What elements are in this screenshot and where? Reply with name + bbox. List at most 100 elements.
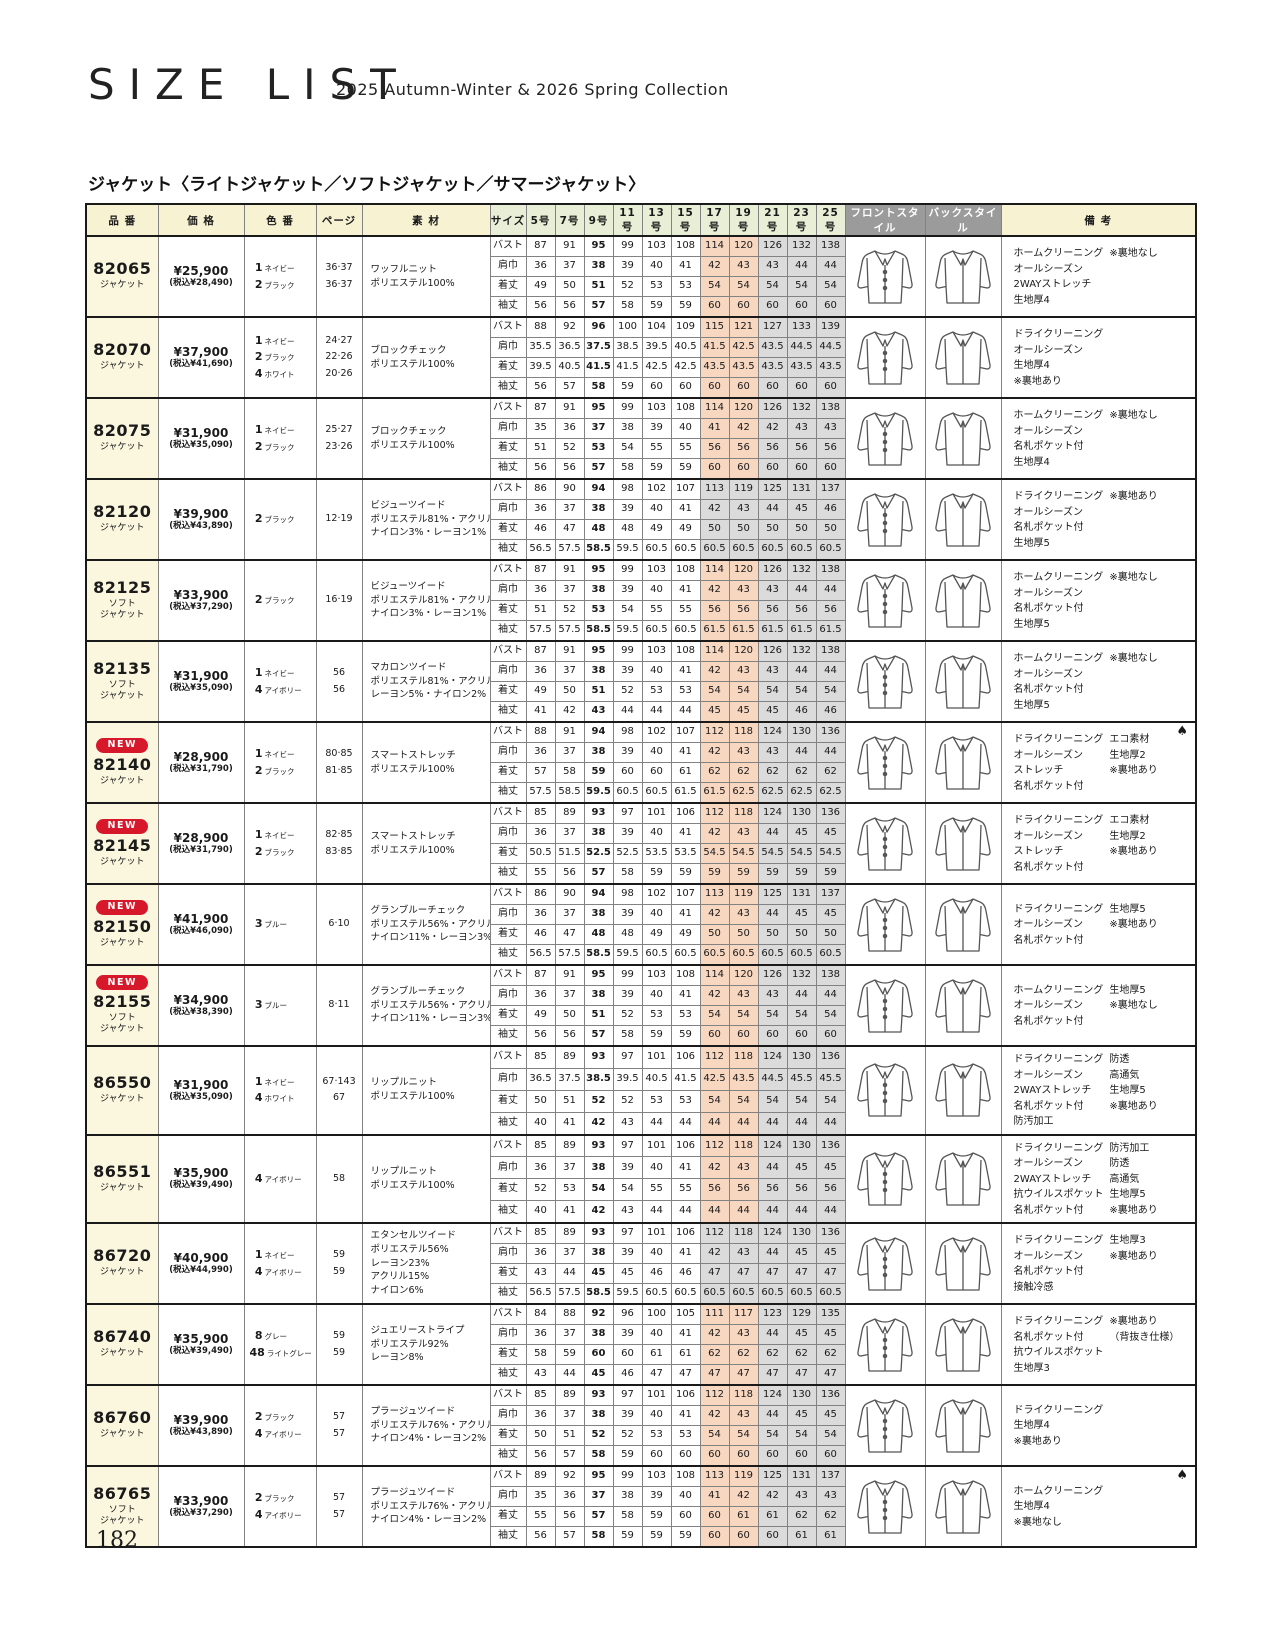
size-value: 46 xyxy=(612,1364,643,1386)
size-value: 52 xyxy=(612,1089,643,1113)
size-value: 89 xyxy=(554,1044,585,1069)
color-entry: 4 ホワイト xyxy=(245,366,315,383)
color-entry: 2 ブラック xyxy=(245,277,315,294)
product-type: ソフト ジャケット xyxy=(87,599,157,622)
size-value: 48 xyxy=(612,924,643,945)
size-value: 57 xyxy=(583,296,614,318)
jacket-back-illustration xyxy=(926,892,1000,958)
size-value: 88 xyxy=(554,1303,585,1325)
size-value: 54 xyxy=(728,276,759,297)
col-header-size: サイズ xyxy=(489,203,527,237)
size-value: 38 xyxy=(583,1405,614,1426)
size-value: 62.5 xyxy=(728,782,759,804)
material-line: ポリエステル81%・アクリル12% xyxy=(370,675,490,687)
size-value: 40 xyxy=(641,742,672,763)
size-value: 59 xyxy=(641,458,672,480)
size-value: 39.5 xyxy=(612,1067,643,1091)
price-cell-82125: ¥33,900 (税込¥37,290) xyxy=(157,559,245,642)
product-type-line: ジャケット xyxy=(99,609,145,620)
page-ref: 83·85 xyxy=(325,845,353,857)
size-value: 132 xyxy=(786,397,817,419)
size-value: 137 xyxy=(815,478,846,500)
page-ref: 67 xyxy=(332,1092,346,1104)
remarks-right-column: 防汚加工 防透 高通気 生地厚5 ※裏地あり xyxy=(1109,1141,1191,1219)
product-row-86720-1: 肩巾 36 37 38 39 40 41 42 43 44 45 45 xyxy=(86,1243,1196,1264)
remark-line: オールシーズン xyxy=(1013,1069,1084,1081)
size-value: 86 xyxy=(525,478,556,500)
remark-line: ※裏地あり xyxy=(1109,919,1158,931)
size-value: 46 xyxy=(641,1263,672,1284)
price-tax: (税込¥37,290) xyxy=(169,601,233,612)
size-value: 99 xyxy=(612,1465,643,1487)
product-row-82155-1: 肩巾 36 37 38 39 40 41 42 43 43 44 44 xyxy=(86,985,1196,1006)
product-code: 82075 xyxy=(93,421,152,441)
col-header-size-13号: 13号 xyxy=(641,203,672,237)
remark-line: 名札ポケット付 xyxy=(1013,684,1084,695)
size-value: 43 xyxy=(757,256,788,277)
material-line: ポリエステル56% xyxy=(370,1243,449,1255)
size-value: 42 xyxy=(699,823,730,844)
remarks-wrap: ホームクリーニング オールシーズン 名札ポケット付 生地厚5 ※裏地なし xyxy=(1002,646,1195,717)
size-value: 60.5 xyxy=(641,1283,672,1305)
page-ref: 12·19 xyxy=(325,513,353,525)
remark-line: 名札ポケット付 xyxy=(1013,1331,1084,1343)
color-name: アイボリー xyxy=(264,1267,302,1277)
size-value: 38.5 xyxy=(612,337,643,358)
product-row-82145-3: 袖丈 55 56 57 58 59 59 59 59 59 59 59 xyxy=(86,863,1196,885)
size-value: 36 xyxy=(554,1486,585,1507)
size-value: 102 xyxy=(641,478,672,500)
size-value: 60 xyxy=(583,1344,614,1365)
size-value: 132 xyxy=(786,964,817,986)
color-name: ブラック xyxy=(264,353,295,363)
remarks-wrap: ホームクリーニング 生地厚4 ※裏地なし xyxy=(1002,1479,1195,1535)
product-row-82140-1: 肩巾 36 37 38 39 40 41 42 43 43 44 44 xyxy=(86,742,1196,763)
color-number: 4 xyxy=(254,682,263,696)
size-value: 93 xyxy=(583,1384,614,1406)
size-value: 60.5 xyxy=(728,539,759,561)
color-entry: 1 ネイビー xyxy=(245,422,315,439)
size-value: 59 xyxy=(670,1025,701,1047)
size-value: 41.5 xyxy=(670,1067,701,1091)
size-value: 39 xyxy=(612,904,643,925)
product-row-82145-1: 肩巾 36 37 38 39 40 41 42 43 44 45 45 xyxy=(86,823,1196,844)
size-value: 42 xyxy=(583,1200,614,1224)
size-value: 51 xyxy=(583,681,614,702)
product-row-86740-1: 肩巾 36 37 38 39 40 41 42 43 44 45 45 xyxy=(86,1324,1196,1345)
size-value: 60.5 xyxy=(786,539,817,561)
size-value: 60.5 xyxy=(699,539,730,561)
size-value: 43.5 xyxy=(757,337,788,358)
material-cell-82070: ブロックチェック ポリエステル100% xyxy=(361,316,491,399)
remarks-right-column: ※裏地なし xyxy=(1109,246,1191,262)
material-line: ジュエリーストライプ xyxy=(370,1324,465,1336)
size-value: 60 xyxy=(670,377,701,399)
item-cell-82155: NEW 82155 ソフト ジャケット xyxy=(85,964,159,1047)
measure-label: 肩巾 xyxy=(489,904,527,925)
size-value: 53.5 xyxy=(670,843,701,864)
remark-line: 防汚加工 xyxy=(1013,1116,1054,1127)
remark-line: ※裏地なし xyxy=(1109,653,1158,664)
size-value: 136 xyxy=(815,1044,846,1069)
size-value: 58 xyxy=(583,377,614,399)
size-value: 60 xyxy=(728,458,759,480)
size-value: 49 xyxy=(641,519,672,540)
size-value: 62 xyxy=(786,1344,817,1365)
size-value: 136 xyxy=(815,721,846,743)
color-entry: 2 ブラック xyxy=(245,844,315,861)
product-row-86740-0: 86740 ジャケット ¥35,900 (税込¥39,490) 8 グレー 48 ライトグレー… xyxy=(85,1303,1197,1386)
material-cell-82065: ワッフルニット ポリエステル100% xyxy=(361,235,491,318)
size-value: 101 xyxy=(641,1044,672,1069)
remarks-cell-86550: ドライクリーニング オールシーズン 2WAYストレッチ 名札ポケット付 防汚加工 防透 高通… xyxy=(1000,1045,1197,1135)
remark-line: ストレッチ xyxy=(1013,846,1064,857)
front-style-cell-86765 xyxy=(844,1465,926,1548)
size-value: 138 xyxy=(815,964,846,986)
remarks-wrap: ドライクリーニング オールシーズン 生地厚4 ※裏地あり xyxy=(1002,322,1195,393)
size-value: 118 xyxy=(728,1222,759,1244)
size-value: 56 xyxy=(525,296,556,318)
color-cell-82070: 1 ネイビー 2 ブラック 4 ホワイト xyxy=(243,316,317,399)
color-cell-82145: 1 ネイビー 2 ブラック xyxy=(243,802,317,885)
size-value: 62 xyxy=(757,762,788,783)
size-value: 54 xyxy=(612,1178,643,1202)
color-name: アイボリー xyxy=(264,685,302,695)
size-value: 41 xyxy=(670,661,701,682)
